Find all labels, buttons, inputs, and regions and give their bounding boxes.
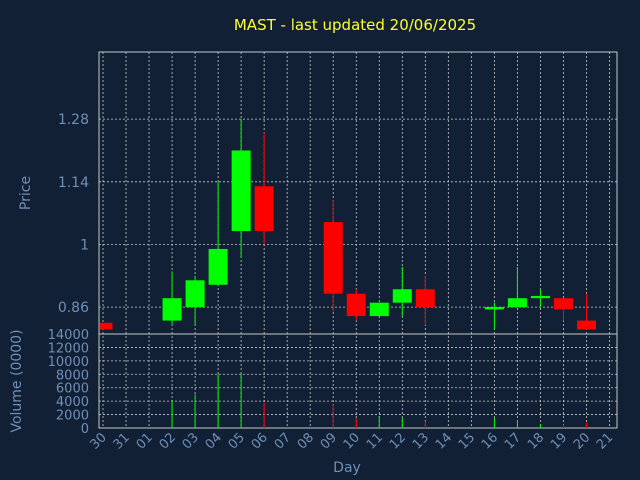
volume-tick-label: 14000	[48, 328, 89, 343]
volume-bars	[171, 374, 587, 428]
x-axis-label: Day	[333, 460, 361, 476]
volume-tick-label: 8000	[56, 368, 89, 383]
volume-tick-label: 6000	[56, 382, 89, 397]
candle-body	[392, 289, 412, 303]
price-tick-label: 1.28	[58, 112, 89, 128]
volume-tick-label: 2000	[56, 409, 89, 424]
candle-body	[208, 248, 228, 285]
volume-axis-label: Volume (0000)	[9, 329, 25, 432]
x-axis-ticks: 30 31 01 02 03 04 05 06 07 08 09 10 11 12 13 14 15 16 17 18…	[88, 430, 617, 452]
candle-body	[231, 150, 251, 232]
candle-body	[484, 307, 504, 310]
volume-tick-label: 0	[81, 422, 89, 437]
price-tick-label: 1.14	[58, 175, 89, 191]
candles	[100, 119, 596, 330]
price-tick-label: 0.86	[58, 300, 89, 316]
price-axis-label: Price	[18, 176, 34, 210]
volume-tick-label: 12000	[48, 341, 89, 356]
volume-panel-frame	[98, 333, 618, 429]
candle-body	[162, 298, 182, 321]
candle-body	[346, 293, 366, 317]
candle-body	[100, 322, 113, 330]
price-axis-ticks: 0.86 1 1.14 1.28	[58, 112, 89, 316]
volume-tick-label: 10000	[48, 355, 89, 370]
candle-body	[415, 289, 435, 308]
price-tick-label: 1	[80, 237, 89, 253]
candle-body	[369, 302, 389, 317]
volume-tick-label: 4000	[56, 395, 89, 410]
candle-body	[185, 280, 205, 308]
grid-lines	[99, 52, 617, 428]
candle-body	[507, 298, 527, 308]
candle-body	[254, 186, 274, 232]
candle-body	[553, 298, 573, 310]
chart-title: MAST - last updated 20/06/2025	[234, 16, 476, 34]
candle-body	[576, 320, 596, 330]
candle-body	[530, 295, 550, 299]
candle-body	[323, 222, 343, 294]
